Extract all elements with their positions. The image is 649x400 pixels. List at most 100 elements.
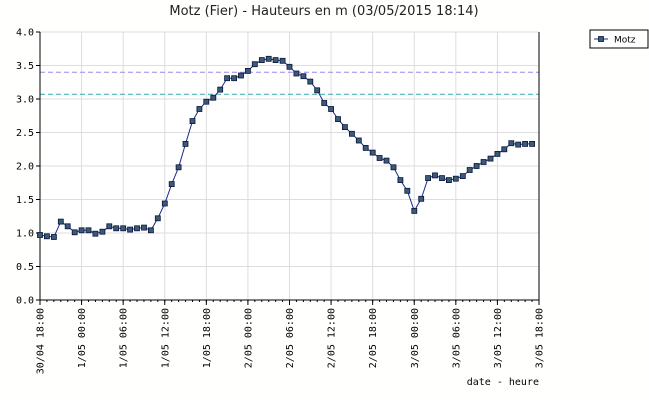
data-point <box>466 167 473 173</box>
data-point <box>473 163 480 169</box>
y-tick-label: 4.0 <box>16 28 34 39</box>
data-point <box>355 137 362 144</box>
data-point <box>189 118 196 124</box>
data-point <box>529 140 535 147</box>
legend-box <box>589 29 649 49</box>
data-point <box>390 164 397 171</box>
data-point <box>383 157 390 164</box>
data-point <box>522 140 528 147</box>
x-tick-label: 3/05 12:00 <box>493 308 504 368</box>
x-tick-label: 1/05 12:00 <box>160 308 171 368</box>
data-point <box>231 75 238 82</box>
x-axis-label: date - heure <box>467 377 539 388</box>
data-point <box>272 57 279 63</box>
data-point <box>161 200 168 207</box>
y-tick-label: 1.0 <box>16 229 34 240</box>
x-tick-label: 1/05 00:00 <box>77 308 88 368</box>
data-point <box>411 207 418 214</box>
data-point <box>418 195 425 202</box>
data-point <box>404 187 411 194</box>
data-point <box>425 175 432 182</box>
data-point <box>51 234 57 240</box>
data-point <box>494 150 501 157</box>
y-tick-label: 3.0 <box>16 95 34 106</box>
data-point <box>196 106 203 112</box>
data-point <box>328 106 335 112</box>
x-tick-label: 3/05 06:00 <box>451 308 462 368</box>
data-point <box>44 233 50 240</box>
data-point <box>113 225 120 232</box>
data-point <box>224 75 231 82</box>
data-point <box>85 227 92 234</box>
data-point <box>210 94 217 101</box>
data-point <box>120 225 127 232</box>
data-point <box>71 229 78 236</box>
data-point <box>182 140 189 147</box>
data-point <box>217 86 224 93</box>
data-point <box>64 223 71 230</box>
x-tick-label: 1/05 18:00 <box>202 308 213 368</box>
data-point <box>397 177 404 184</box>
data-point <box>251 61 258 68</box>
data-point <box>508 140 515 147</box>
data-point <box>307 78 314 85</box>
x-tick-label: 2/05 12:00 <box>327 308 338 368</box>
data-point <box>141 224 147 231</box>
data-point <box>203 98 210 105</box>
data-point <box>168 181 175 188</box>
data-point <box>258 57 265 63</box>
y-tick-label: 0.5 <box>16 262 34 273</box>
data-point <box>147 227 154 234</box>
y-tick-label: 1.5 <box>16 195 34 206</box>
y-tick-label: 2.5 <box>16 128 34 139</box>
data-point <box>238 72 244 79</box>
data-point <box>293 70 300 77</box>
legend-label: Motz <box>614 36 636 46</box>
data-point <box>127 226 133 233</box>
data-point <box>501 146 508 153</box>
data-point <box>286 63 293 70</box>
data-point <box>57 218 64 225</box>
y-tick-label: 3.5 <box>16 61 34 72</box>
data-point <box>341 124 348 130</box>
data-point <box>452 175 459 182</box>
x-tick-label: 2/05 18:00 <box>368 308 379 368</box>
data-point <box>134 225 140 232</box>
legend-marker <box>598 36 604 42</box>
y-tick-label: 0.0 <box>16 296 34 307</box>
data-point <box>106 223 113 230</box>
legend: Motz <box>589 29 649 49</box>
data-point <box>376 155 383 161</box>
data-point <box>348 130 355 137</box>
data-point <box>175 164 182 171</box>
data-point <box>445 177 452 184</box>
data-point <box>369 149 376 156</box>
data-point <box>459 173 466 180</box>
x-tick-label: 30/04 18:00 <box>36 308 47 374</box>
data-point <box>515 141 522 148</box>
data-point <box>99 228 106 235</box>
data-point <box>78 227 85 234</box>
data-point <box>321 100 328 106</box>
x-tick-label: 2/05 06:00 <box>285 308 296 368</box>
data-point <box>92 230 99 237</box>
x-tick-label: 3/05 00:00 <box>410 308 421 368</box>
data-point <box>279 57 286 64</box>
data-point <box>487 155 494 162</box>
y-tick-label: 2.0 <box>16 162 34 173</box>
data-point <box>432 172 438 179</box>
data-point <box>335 116 341 122</box>
chart-title: Motz (Fier) - Hauteurs en m (03/05/2015 … <box>169 4 478 19</box>
data-point <box>314 87 321 94</box>
x-tick-label: 2/05 00:00 <box>243 308 254 368</box>
x-tick-label: 1/05 06:00 <box>119 308 130 368</box>
data-point <box>244 68 251 74</box>
data-point <box>362 144 369 151</box>
data-point <box>480 159 487 165</box>
data-point <box>439 175 445 182</box>
plot-area: 0.0 0.5 1.0 1.5 2.0 2.5 3.0 3.5 4.0 30/04 18:00 1/… <box>16 28 546 375</box>
x-tick-label: 3/05 18:00 <box>535 308 546 368</box>
data-point <box>300 73 307 80</box>
data-point <box>37 232 43 238</box>
